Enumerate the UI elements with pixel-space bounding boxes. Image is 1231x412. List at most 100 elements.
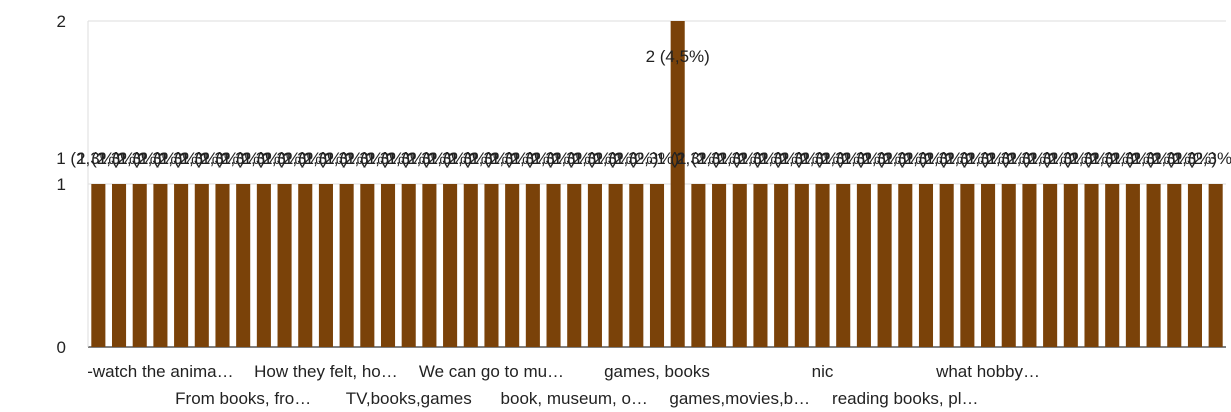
- data-label: 1 (2,3%): [532, 149, 596, 168]
- data-label: 1 (2,3%): [1029, 149, 1093, 168]
- data-label: 1 (2,3%): [1153, 149, 1217, 168]
- data-label: 1 (2,3%): [946, 149, 1010, 168]
- x-tick-label: games, books: [604, 362, 710, 381]
- bar: [1063, 184, 1078, 347]
- data-label: 1 (2,3%): [656, 149, 720, 168]
- data-label: 1 (2,3%): [718, 149, 782, 168]
- bar: [815, 184, 830, 347]
- bar: [608, 184, 623, 347]
- bar: [360, 184, 375, 347]
- bar: [898, 184, 913, 347]
- data-label: 1 (2,3%): [284, 149, 348, 168]
- data-label: 1 (2,3%): [925, 149, 989, 168]
- bar: [194, 184, 209, 347]
- data-label: 1 (2,3%): [325, 149, 389, 168]
- bar: [463, 184, 478, 347]
- data-label: 1 (2,3%): [780, 149, 844, 168]
- x-axis-labels: -watch the anima… How they felt, ho… We ca…: [87, 362, 1040, 408]
- x-tick-label: book, museum, o…: [501, 389, 648, 408]
- data-label: 1 (2,3%): [863, 149, 927, 168]
- x-tick-label: We can go to mu…: [419, 362, 564, 381]
- bar: [298, 184, 313, 347]
- data-label: 1 (2,3%): [884, 149, 948, 168]
- bar: [1043, 184, 1058, 347]
- bar: [670, 21, 685, 347]
- bar: [1167, 184, 1182, 347]
- bar: [1105, 184, 1120, 347]
- data-label: 1 (2,3%): [1008, 149, 1072, 168]
- data-label: 1 (2,3%): [967, 149, 1031, 168]
- y-tick-label: 0: [57, 338, 66, 357]
- bar: [753, 184, 768, 347]
- data-label: 1 (2,3%): [739, 149, 803, 168]
- bar: [1187, 184, 1202, 347]
- bar: [774, 184, 789, 347]
- bar: [484, 184, 499, 347]
- data-label: 1 (2,3%): [470, 149, 534, 168]
- bar: [1001, 184, 1016, 347]
- data-label: 1 (2,3%): [1174, 149, 1231, 168]
- data-label: 1 (2,3%): [222, 149, 286, 168]
- data-label: 1 (2,3%): [698, 149, 762, 168]
- data-label: 1 (2,3%): [139, 149, 203, 168]
- data-label: 1 (2,3%): [408, 149, 472, 168]
- data-label: 1 (2,3%): [987, 149, 1051, 168]
- data-label: 1 (2,3%): [118, 149, 182, 168]
- bar: [546, 184, 561, 347]
- x-tick-label: reading books, pl…: [832, 389, 978, 408]
- x-tick-label: How they felt, ho…: [254, 362, 398, 381]
- data-label: 1 (2,3%): [201, 149, 265, 168]
- bar: [587, 184, 602, 347]
- data-label: 1 (2,3%): [98, 149, 162, 168]
- data-label: 1 (2,3%): [491, 149, 555, 168]
- bar: [1022, 184, 1037, 347]
- bar: [939, 184, 954, 347]
- x-tick-label: nic: [812, 362, 834, 381]
- x-tick-label: From books, fro…: [175, 389, 311, 408]
- data-label: 1 (2,3%): [160, 149, 224, 168]
- data-label: 1 (2,3%): [449, 149, 513, 168]
- data-label: 1 (2,3%): [677, 149, 741, 168]
- bar: [629, 184, 644, 347]
- bar: [1125, 184, 1140, 347]
- data-label: 1 (2,3%): [387, 149, 451, 168]
- bar: [174, 184, 189, 347]
- bar: [732, 184, 747, 347]
- x-tick-label: games,movies,b…: [669, 389, 810, 408]
- bar: [567, 184, 582, 347]
- data-label: 1 (2,3%): [77, 149, 141, 168]
- data-label: 1 (2,3%): [760, 149, 824, 168]
- bar: [691, 184, 706, 347]
- x-tick-label: TV,books,games: [346, 389, 472, 408]
- bar: [856, 184, 871, 347]
- bar: [877, 184, 892, 347]
- bar: [153, 184, 168, 347]
- data-label: 1 (2,3%): [615, 149, 679, 168]
- data-label: 1 (2,3%): [242, 149, 306, 168]
- bar: [505, 184, 520, 347]
- bars: [91, 21, 1223, 347]
- bar: [1146, 184, 1161, 347]
- bar: [1084, 184, 1099, 347]
- bar: [215, 184, 230, 347]
- data-label: 1 (2,3%): [56, 149, 120, 168]
- data-label: 1 (2,3%): [346, 149, 410, 168]
- data-label: 1 (2,3%): [1132, 149, 1196, 168]
- bar: [380, 184, 396, 347]
- data-label: 1 (2,3%): [263, 149, 327, 168]
- bar: [443, 184, 458, 347]
- bar: [401, 184, 416, 347]
- data-label: 1 (2,3%): [1070, 149, 1134, 168]
- data-label: 1 (2,3%): [594, 149, 658, 168]
- data-label: 1 (2,3%): [842, 149, 906, 168]
- bar: [836, 184, 851, 347]
- bar: [132, 184, 147, 347]
- data-label: 1 (2,3%): [511, 149, 575, 168]
- bar: [256, 184, 271, 347]
- bar: [981, 184, 996, 347]
- y-tick-label: 1: [57, 175, 66, 194]
- data-label: 1 (2,3%): [1049, 149, 1113, 168]
- bar: [112, 184, 127, 347]
- data-label: 1 (2,3%): [367, 149, 431, 168]
